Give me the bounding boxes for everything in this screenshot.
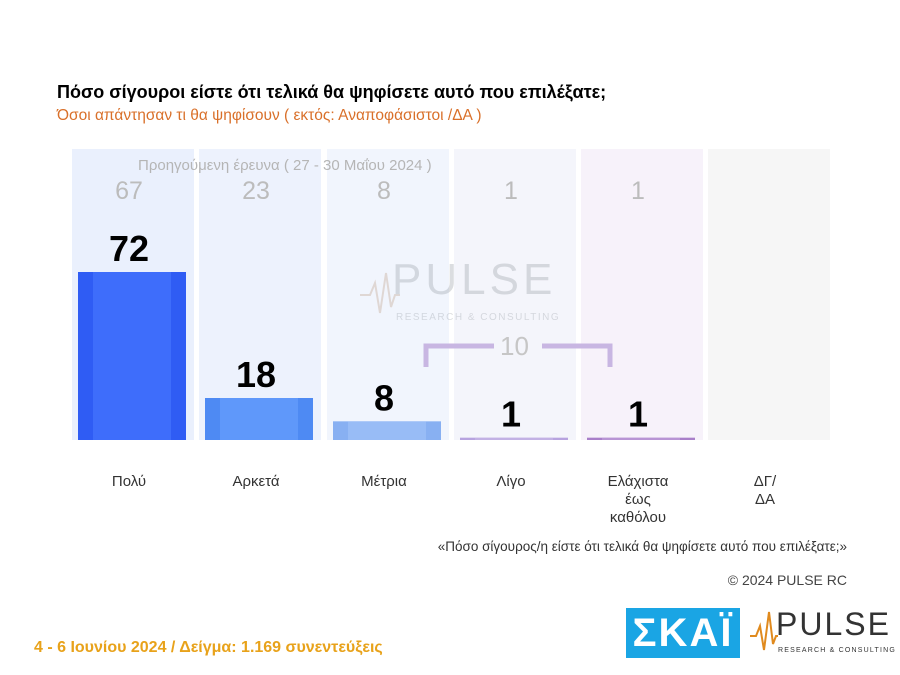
pulse-logo: PULSE RESEARCH & CONSULTING (750, 606, 895, 658)
category-label: ΔΓ/ (754, 473, 777, 490)
category-label: Αρκετά (232, 473, 279, 490)
category-label: έως (625, 491, 651, 508)
grouped-value-label: 10 (500, 331, 529, 361)
bar-highlight (602, 437, 680, 440)
chart-title: Πόσο σίγουροι είστε ότι τελικά θα ψηφίσε… (57, 82, 607, 102)
fieldwork-footer: 4 - 6 Ιουνίου 2024 / Δείγμα: 1.169 συνεν… (34, 639, 383, 656)
pulse-logo-name: PULSE (776, 606, 891, 642)
copyright: © 2024 PULSE RC (727, 572, 847, 588)
pulse-logo-heartbeat-icon (750, 611, 778, 651)
category-label: Λίγο (496, 473, 525, 490)
column-background (581, 149, 703, 440)
pulse-heartbeat-icon (360, 272, 400, 314)
category-label: καθόλου (610, 509, 666, 526)
category-label: Ελάχιστα (608, 473, 669, 490)
data-label: 72 (109, 228, 149, 269)
question-quote: «Πόσο σίγουρος/η είστε ότι τελικά θα ψηφ… (437, 539, 847, 554)
category-label: Μέτρια (361, 473, 407, 490)
bar-highlight (348, 421, 426, 440)
bar-highlight (93, 272, 171, 440)
skai-logo: ΣΚΑΪ (626, 608, 740, 658)
previous-value-label: 67 (115, 177, 143, 205)
data-label: 1 (628, 394, 648, 435)
pulse-watermark: PULSE RESEARCH & CONSULTING (360, 255, 560, 330)
column-background (327, 149, 449, 440)
data-label: 1 (501, 394, 521, 435)
watermark-tagline: RESEARCH & CONSULTING (396, 312, 561, 323)
column-background (454, 149, 576, 440)
column-background (199, 149, 321, 440)
pulse-logo-tagline: RESEARCH & CONSULTING (778, 647, 897, 654)
previous-value-label: 1 (504, 177, 518, 205)
group-bracket (423, 343, 613, 367)
category-label: Πολύ (112, 473, 146, 490)
bar-highlight (475, 437, 553, 440)
column-background (708, 149, 830, 440)
data-label: 8 (374, 377, 394, 418)
category-label: ΔΑ (755, 491, 775, 508)
bar-highlight (220, 398, 298, 440)
chart-subtitle: Όσοι απάντησαν τι θα ψηφίσουν ( εκτός: Α… (57, 107, 482, 124)
previous-value-label: 8 (377, 177, 391, 205)
data-label: 18 (236, 354, 276, 395)
previous-value-label: 1 (631, 177, 645, 205)
watermark-name: PULSE (392, 255, 557, 304)
previous-survey-label: Προηγούμενη έρευνα ( 27 - 30 Μαΐου 2024 … (138, 157, 432, 174)
previous-value-label: 23 (242, 177, 270, 205)
